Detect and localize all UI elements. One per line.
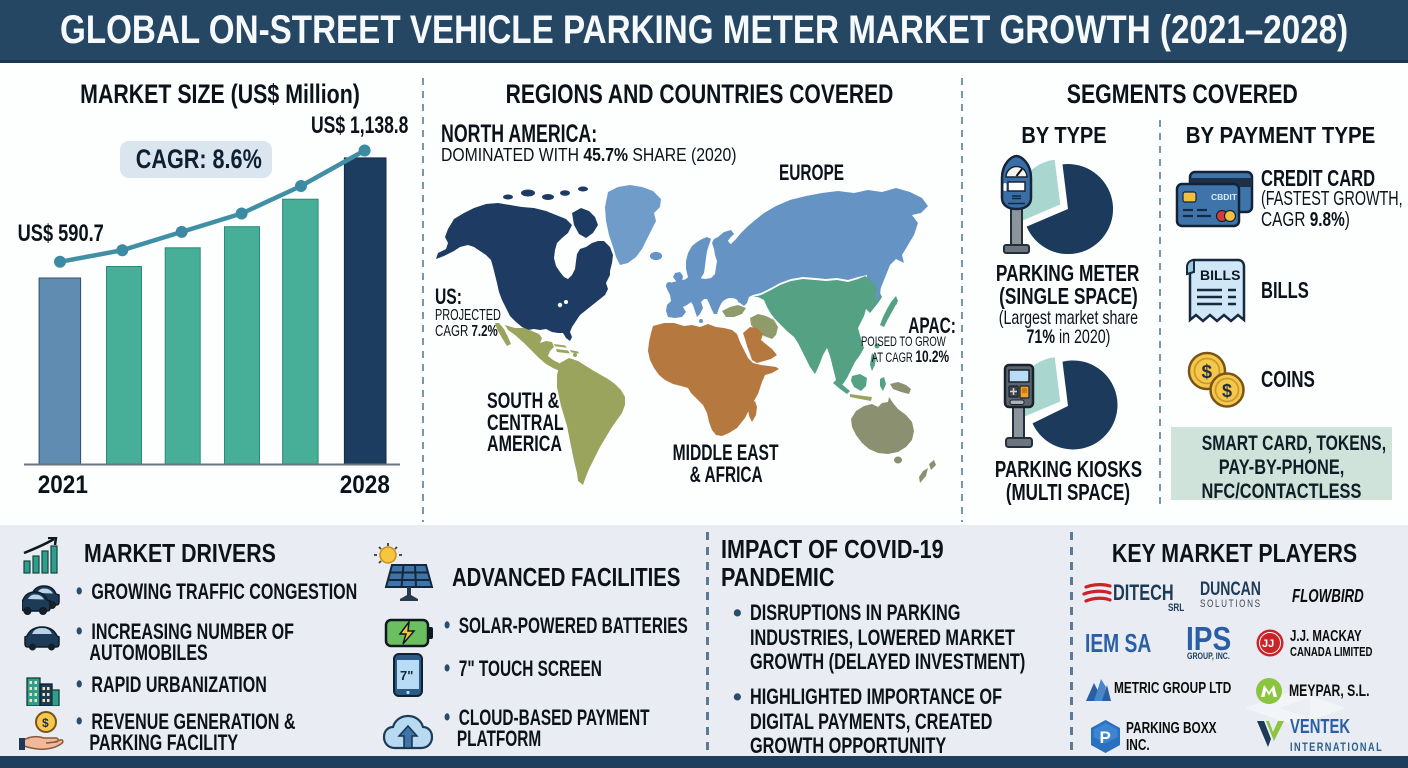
svg-text:BILLS: BILLS (1200, 267, 1240, 283)
svg-text:JJ: JJ (1262, 638, 1274, 650)
svg-text:CBDIT: CBDIT (1211, 192, 1238, 202)
svg-text:P: P (1100, 728, 1111, 747)
svg-text:7": 7" (400, 668, 413, 683)
svg-text:$: $ (1202, 362, 1213, 383)
svg-text:$: $ (1222, 381, 1232, 401)
svg-text:$: $ (42, 716, 49, 730)
